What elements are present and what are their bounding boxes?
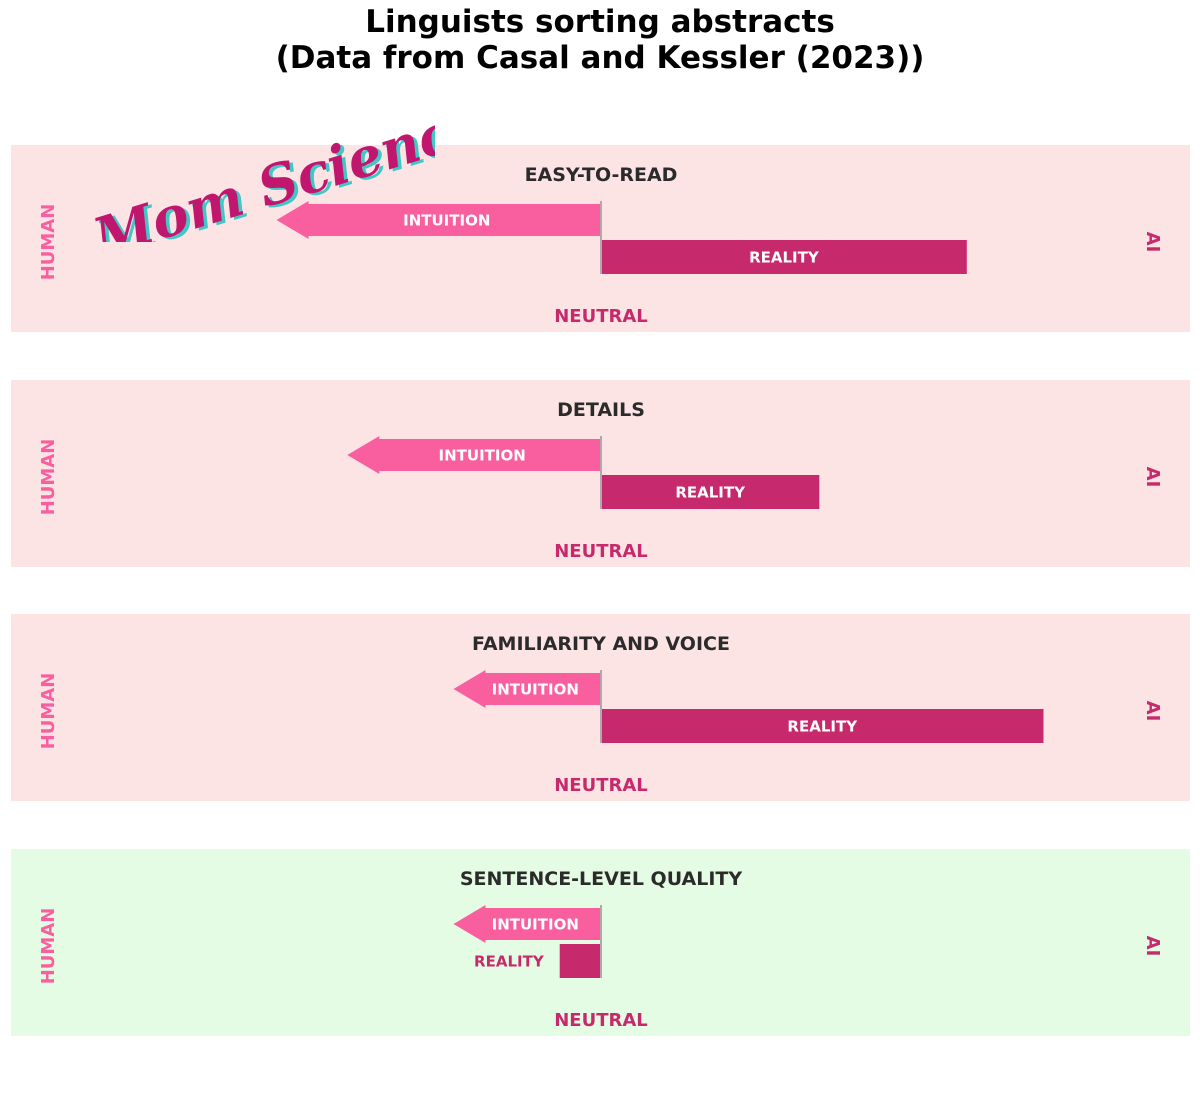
panel-3-reality-label: REALITY [787, 718, 858, 736]
panel-2-human-label: HUMAN [38, 439, 59, 516]
panel-2-ai-label: AI [1142, 467, 1163, 488]
panel-4-reality-label: REALITY [474, 953, 545, 971]
panel-2-intuition-arrow [347, 436, 601, 474]
panel-3-human-label: HUMAN [38, 673, 59, 750]
panel-3-title: FAMILIARITY AND VOICE [472, 633, 730, 655]
panel-4-intuition-arrow [453, 905, 601, 943]
panel-1-ai-label: AI [1142, 232, 1163, 253]
panel-3-intuition-label: INTUITION [492, 681, 579, 699]
panel-1-human-label: HUMAN [38, 204, 59, 281]
panel-4-title: SENTENCE-LEVEL QUALITY [460, 868, 743, 890]
panel-4-ai-label: AI [1142, 936, 1163, 957]
panel-1-reality-label: REALITY [749, 249, 820, 267]
panel-1-intuition-arrow [276, 201, 601, 239]
panel-1-reality-bar [601, 240, 967, 274]
panel-3-neutral-label: NEUTRAL [554, 775, 648, 796]
panel-1-title: EASY-TO-READ [525, 164, 678, 186]
panel-4-intuition-label: INTUITION [492, 916, 579, 934]
chart-title: Linguists sorting abstracts (Data from C… [0, 4, 1200, 76]
panel-2-reality-bar [601, 475, 820, 509]
panel-3-reality-bar [601, 709, 1044, 743]
panel-4-reality-bar [559, 944, 601, 978]
chart-title-line1: Linguists sorting abstracts [365, 4, 835, 40]
mom-science-logo: Mom Science Mom Science [84, 112, 435, 242]
panel-3-intuition-arrow [453, 670, 601, 708]
panel-1-intuition-label: INTUITION [403, 212, 490, 230]
panel-2-reality-label: REALITY [675, 484, 746, 502]
panel-4-human-label: HUMAN [38, 908, 59, 985]
panel-3-ai-label: AI [1142, 701, 1163, 722]
svg-text:Mom Science: Mom Science [84, 112, 435, 242]
chart-title-line2: (Data from Casal and Kessler (2023)) [275, 40, 925, 76]
panel-2-title: DETAILS [557, 399, 645, 421]
panel-4-neutral-label: NEUTRAL [554, 1010, 648, 1031]
panel-1-neutral-label: NEUTRAL [554, 306, 648, 327]
panel-2-neutral-label: NEUTRAL [554, 541, 648, 562]
panel-2-intuition-label: INTUITION [439, 447, 526, 465]
